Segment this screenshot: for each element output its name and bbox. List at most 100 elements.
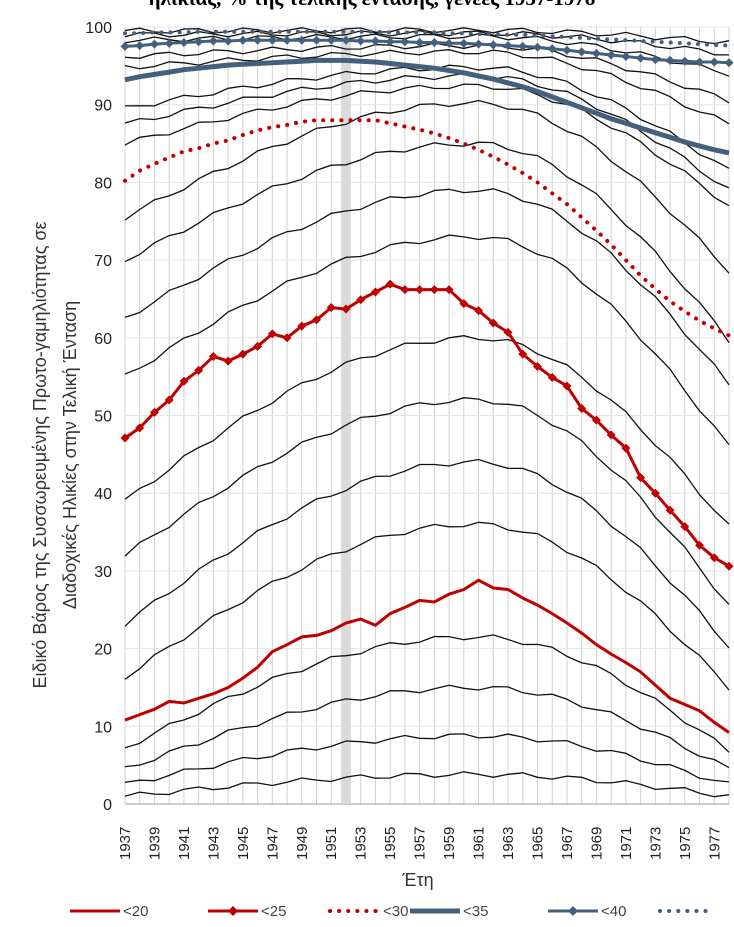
x-tick-label: 1973 — [647, 827, 664, 860]
series-marker — [459, 299, 469, 309]
age-series-line — [124, 49, 730, 125]
age-series-line — [124, 771, 730, 798]
series-marker — [532, 362, 542, 372]
series-marker — [282, 35, 292, 45]
age-series-line — [124, 234, 730, 446]
series-marker — [385, 37, 395, 47]
series-marker — [326, 302, 336, 312]
series-marker — [194, 365, 204, 375]
legend-marker — [228, 906, 238, 916]
series-marker — [135, 423, 145, 433]
x-tick-label: 1959 — [441, 827, 458, 860]
y-tick-label: 80 — [94, 175, 112, 192]
legend: <20 <25 <30 <35 <40 — [70, 903, 712, 920]
series-marker — [591, 415, 601, 425]
series-marker — [532, 42, 542, 52]
series-marker — [370, 36, 380, 46]
series-line-<35 — [124, 57, 730, 156]
x-tick-label: 1967 — [559, 827, 576, 860]
series-marker — [267, 35, 277, 45]
series-marker — [267, 329, 277, 339]
legend-label: <30 — [383, 903, 408, 920]
legend-label: <35 — [463, 903, 488, 920]
series-line-<30 — [123, 118, 731, 338]
series-marker — [606, 50, 616, 60]
series-marker — [415, 285, 425, 295]
series-marker — [665, 55, 675, 65]
x-tick-label: 1937 — [117, 827, 134, 860]
age-series-line — [124, 634, 730, 753]
x-tick-label: 1939 — [146, 827, 163, 860]
series-marker — [135, 41, 145, 51]
series-marker — [503, 327, 513, 337]
series-marker — [650, 55, 660, 65]
age-series-line — [124, 83, 730, 207]
series-marker — [149, 407, 159, 417]
x-tick-label: 1975 — [677, 827, 694, 860]
x-tick-label: 1971 — [618, 827, 635, 860]
series-marker — [429, 285, 439, 295]
series-marker — [208, 36, 218, 46]
y-tick-label: 60 — [94, 331, 112, 348]
series-marker — [297, 35, 307, 45]
series-marker — [444, 38, 454, 48]
series-marker — [385, 279, 395, 289]
series-marker — [474, 306, 484, 316]
x-tick-label: 1963 — [500, 827, 517, 860]
age-series-line — [124, 188, 730, 386]
x-tick-label: 1951 — [323, 827, 340, 860]
age-series-line — [124, 458, 730, 649]
series-marker — [724, 561, 734, 571]
series-marker — [179, 376, 189, 386]
series-marker — [223, 356, 233, 366]
x-axis-ticks: 1937 1939 1941 1943 1945 1947 1949 1951 1953 1955… — [117, 827, 723, 860]
series-marker — [503, 41, 513, 51]
series-marker — [562, 45, 572, 55]
series-marker — [326, 35, 336, 45]
age-series-line — [124, 64, 730, 169]
legend-label: <20 — [123, 903, 148, 920]
age-series-line — [124, 521, 730, 691]
series-marker — [577, 47, 587, 57]
series-marker — [415, 38, 425, 48]
y-tick-label: 40 — [94, 486, 112, 503]
series-marker — [400, 37, 410, 47]
series-marker — [312, 315, 322, 325]
x-tick-label: 1957 — [412, 827, 429, 860]
x-tick-label: 1949 — [294, 827, 311, 860]
x-tick-label: 1955 — [382, 827, 399, 860]
series-marker — [665, 505, 675, 515]
series-marker — [400, 285, 410, 295]
y-axis-title-line-2: Διαδοχικές Ηλικίες στην Τελική Ένταση — [60, 301, 80, 609]
series-marker — [621, 443, 631, 453]
series-marker — [238, 35, 248, 45]
y-tick-label: 50 — [94, 409, 112, 426]
series-marker — [120, 41, 130, 51]
x-tick-label: 1965 — [529, 827, 546, 860]
series-marker — [179, 38, 189, 48]
series-marker — [282, 333, 292, 343]
series-marker — [356, 295, 366, 305]
series-marker — [341, 35, 351, 45]
y-tick-label: 0 — [103, 797, 112, 814]
series-marker — [194, 37, 204, 47]
age-series-line — [124, 335, 730, 525]
series-marker — [297, 321, 307, 331]
x-tick-label: 1941 — [176, 827, 193, 860]
series-line-<20 — [124, 578, 730, 734]
series-marker — [341, 304, 351, 314]
series-marker — [459, 38, 469, 48]
x-tick-label: 1945 — [235, 827, 252, 860]
y-tick-label: 30 — [94, 564, 112, 581]
series-marker — [518, 41, 528, 51]
age-series-line — [124, 42, 730, 104]
x-tick-label: 1969 — [588, 827, 605, 860]
series-marker — [680, 522, 690, 532]
grid — [124, 26, 730, 805]
y-axis-ticks: 0 10 20 30 40 50 60 70 80 90 100 — [85, 20, 112, 814]
y-tick-label: 70 — [94, 253, 112, 270]
series-marker — [547, 44, 557, 54]
y-tick-label: 100 — [85, 20, 112, 37]
chart-title: ηλικίας, % της τελικής έντασης, γενεές 1… — [149, 0, 596, 10]
